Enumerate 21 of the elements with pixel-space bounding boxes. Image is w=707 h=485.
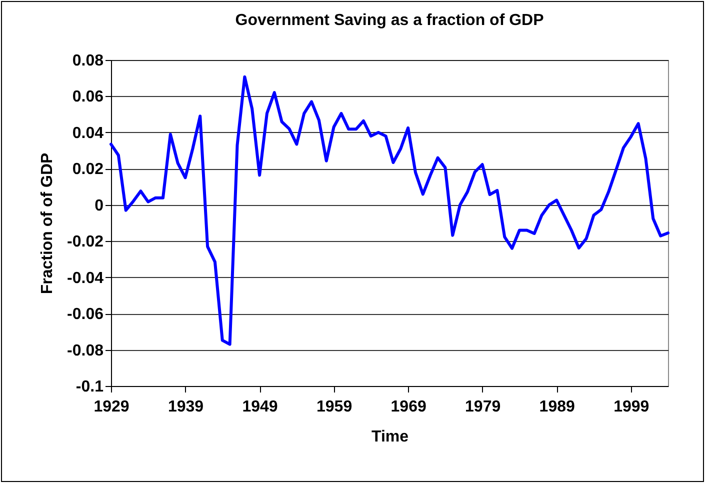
y-tick-label: 0: [94, 197, 104, 214]
x-axis-title: Time: [371, 428, 409, 446]
x-tick-label: 1979: [465, 398, 501, 416]
y-tick-label: -0.06: [67, 306, 104, 324]
x-tick-label: 1999: [614, 398, 650, 416]
y-tick-label: 0.08: [72, 52, 104, 70]
y-tick-label: -0.1: [76, 378, 104, 396]
chart-title: Government Saving as a fraction of GDP: [235, 12, 544, 29]
y-tick-label: -0.04: [67, 270, 104, 287]
x-tick-label: 1949: [242, 398, 278, 416]
y-tick-label: 0.06: [72, 88, 104, 106]
x-tick-label: 1929: [94, 398, 130, 416]
y-axis-title: Fraction of of GDP: [39, 152, 56, 294]
x-tick-label: 1939: [168, 398, 204, 416]
y-tick-label: 0.04: [72, 124, 104, 142]
x-tick-label: 1989: [539, 398, 575, 416]
x-tick-label: 1969: [390, 398, 426, 416]
y-tick-label: 0.02: [72, 161, 104, 178]
y-tick-label: -0.02: [67, 234, 104, 251]
y-tick-label: -0.08: [67, 342, 104, 360]
x-tick-label: 1959: [316, 398, 352, 416]
